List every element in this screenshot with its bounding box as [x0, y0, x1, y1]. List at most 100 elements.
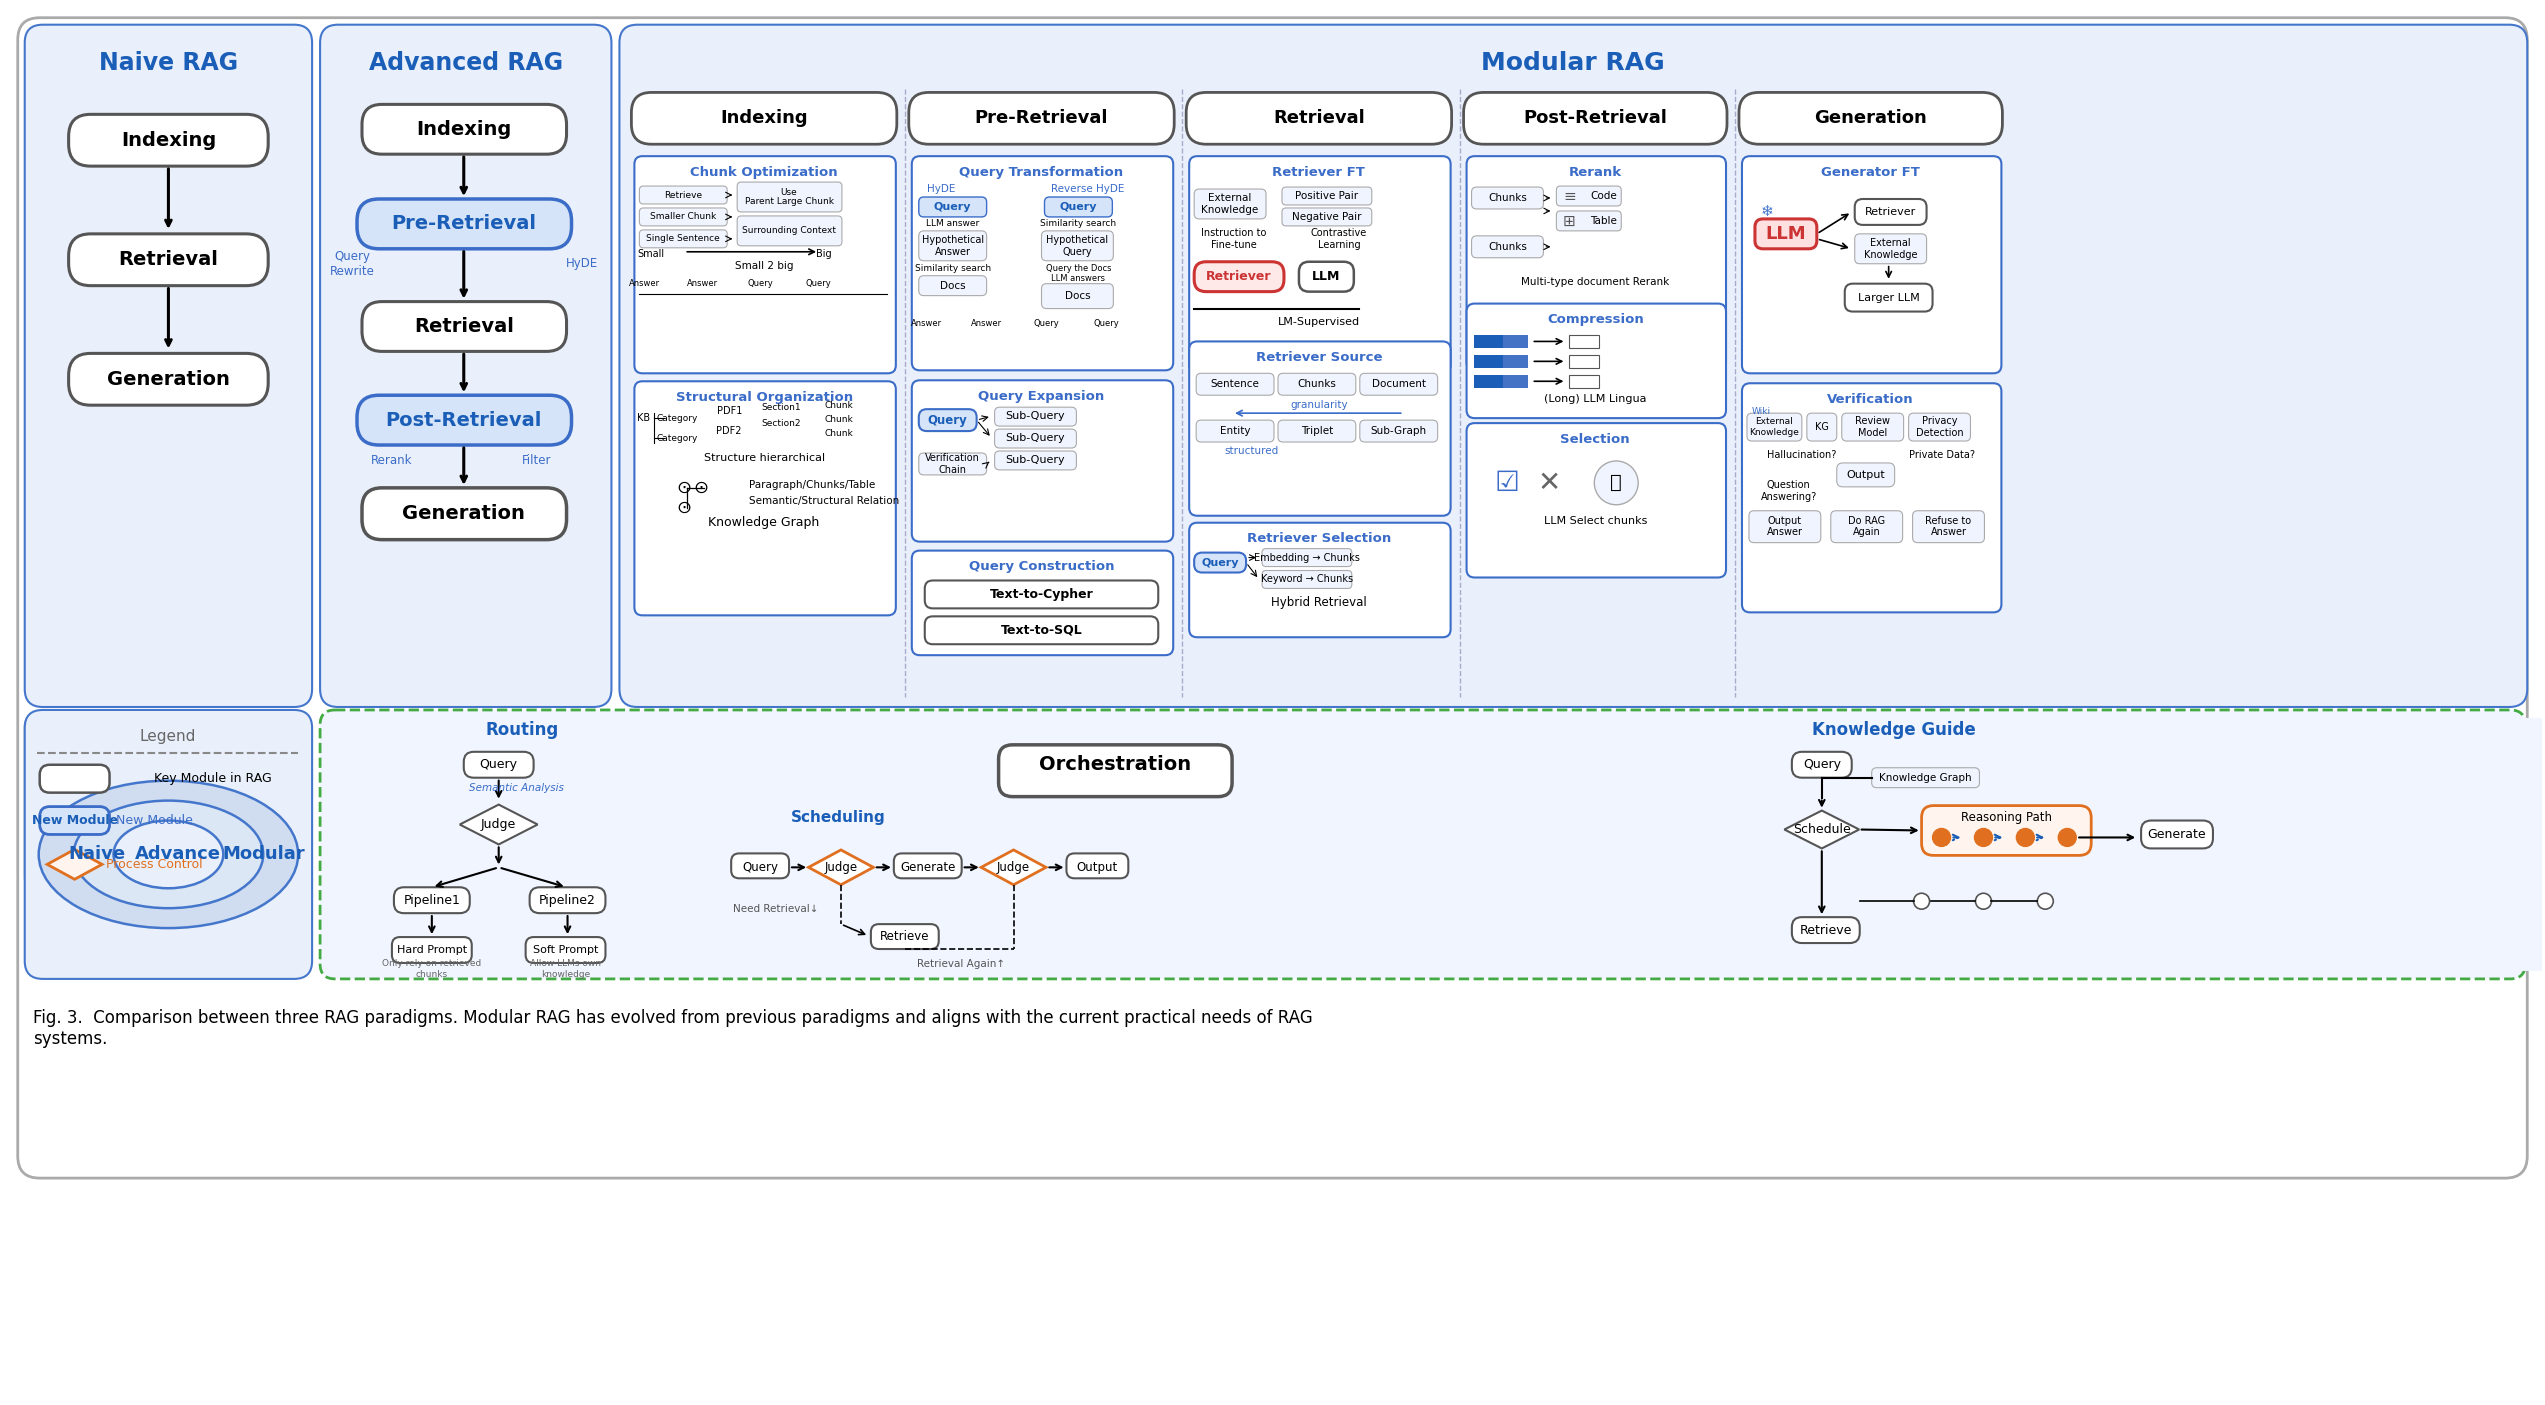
Text: Entity: Entity	[1219, 426, 1250, 436]
Text: Refuse to
Answer: Refuse to Answer	[1927, 516, 1972, 538]
FancyBboxPatch shape	[328, 718, 718, 971]
Text: Answer: Answer	[629, 280, 659, 288]
FancyBboxPatch shape	[1558, 185, 1621, 207]
Text: External
Knowledge: External Knowledge	[1863, 237, 1916, 260]
Text: Similarity search: Similarity search	[1041, 219, 1117, 229]
FancyBboxPatch shape	[1043, 197, 1112, 216]
Circle shape	[1593, 461, 1639, 504]
FancyBboxPatch shape	[1843, 413, 1904, 441]
Text: External
Knowledge: External Knowledge	[1201, 192, 1260, 215]
Text: LLM Select chunks: LLM Select chunks	[1545, 516, 1647, 525]
Text: KG: KG	[1815, 422, 1830, 433]
FancyBboxPatch shape	[924, 580, 1158, 608]
FancyBboxPatch shape	[919, 275, 987, 295]
Text: Selection: Selection	[1560, 433, 1631, 445]
Text: Retrieval: Retrieval	[120, 250, 219, 270]
Text: Hallucination?: Hallucination?	[1766, 450, 1837, 459]
FancyBboxPatch shape	[1855, 233, 1927, 264]
FancyBboxPatch shape	[1041, 230, 1112, 261]
Text: (Long) LLM Lingua: (Long) LLM Lingua	[1545, 395, 1647, 405]
FancyBboxPatch shape	[1196, 420, 1275, 443]
Bar	[1474, 336, 1504, 348]
FancyBboxPatch shape	[1278, 420, 1356, 443]
FancyBboxPatch shape	[618, 25, 2527, 707]
Text: Sub-Graph: Sub-Graph	[1372, 426, 1428, 436]
Text: ⊙: ⊙	[677, 499, 692, 517]
FancyBboxPatch shape	[41, 764, 109, 792]
Text: Modular: Modular	[221, 846, 305, 864]
FancyBboxPatch shape	[463, 752, 534, 778]
FancyBboxPatch shape	[893, 853, 962, 878]
Text: Chunks: Chunks	[1298, 379, 1336, 389]
Bar	[1474, 355, 1504, 368]
Text: Private Data?: Private Data?	[1909, 450, 1975, 459]
FancyBboxPatch shape	[1471, 187, 1542, 209]
Ellipse shape	[115, 821, 224, 888]
Polygon shape	[982, 850, 1046, 885]
Text: Structural Organization: Structural Organization	[674, 391, 853, 403]
Text: Indexing: Indexing	[720, 110, 807, 128]
Text: Pipeline1: Pipeline1	[405, 894, 461, 906]
Text: Big: Big	[817, 249, 832, 259]
FancyBboxPatch shape	[1792, 917, 1860, 943]
FancyBboxPatch shape	[1746, 413, 1802, 441]
FancyBboxPatch shape	[1741, 156, 2000, 374]
Text: Compression: Compression	[1547, 313, 1644, 326]
Text: Do RAG
Again: Do RAG Again	[1848, 516, 1886, 538]
FancyBboxPatch shape	[730, 853, 789, 878]
FancyBboxPatch shape	[911, 551, 1173, 655]
Text: Advanced RAG: Advanced RAG	[369, 51, 562, 74]
Text: Generation: Generation	[1815, 110, 1927, 128]
Text: Generator FT: Generator FT	[1822, 166, 1919, 178]
Text: Structure hierarchical: Structure hierarchical	[702, 452, 825, 464]
Text: Judge: Judge	[998, 861, 1031, 874]
FancyBboxPatch shape	[1741, 384, 2000, 613]
FancyBboxPatch shape	[1066, 853, 1127, 878]
Text: Modular RAG: Modular RAG	[1481, 51, 1664, 74]
Text: Sentence: Sentence	[1211, 379, 1260, 389]
FancyBboxPatch shape	[527, 937, 606, 962]
Text: Retrieval: Retrieval	[415, 318, 514, 336]
Text: Sub-Query: Sub-Query	[1005, 455, 1066, 465]
FancyBboxPatch shape	[995, 407, 1077, 426]
FancyBboxPatch shape	[529, 888, 606, 913]
FancyBboxPatch shape	[924, 617, 1158, 645]
Text: Smaller Chunk: Smaller Chunk	[649, 212, 715, 222]
FancyBboxPatch shape	[911, 156, 1173, 371]
Bar	[1570, 355, 1598, 368]
FancyBboxPatch shape	[919, 409, 977, 431]
FancyBboxPatch shape	[1041, 284, 1112, 309]
Text: PDF2: PDF2	[718, 426, 743, 436]
FancyBboxPatch shape	[639, 230, 728, 247]
Circle shape	[2059, 829, 2077, 846]
Text: Section1: Section1	[761, 403, 802, 412]
Text: ☑: ☑	[1494, 469, 1519, 497]
FancyBboxPatch shape	[634, 381, 896, 615]
Circle shape	[1932, 829, 1949, 846]
FancyBboxPatch shape	[1921, 805, 2092, 856]
FancyBboxPatch shape	[1262, 570, 1351, 589]
Text: Larger LLM: Larger LLM	[1858, 292, 1919, 302]
FancyBboxPatch shape	[1466, 156, 1726, 371]
Text: ≡: ≡	[1563, 188, 1575, 204]
FancyBboxPatch shape	[1792, 752, 1853, 778]
FancyBboxPatch shape	[69, 354, 267, 405]
Text: LLM: LLM	[1766, 225, 1807, 243]
FancyBboxPatch shape	[1837, 464, 1893, 488]
Bar	[1570, 375, 1598, 388]
Text: Answer: Answer	[687, 280, 718, 288]
Text: Privacy
Detection: Privacy Detection	[1916, 416, 1962, 438]
Text: HyDE: HyDE	[565, 257, 598, 270]
Text: Retriever FT: Retriever FT	[1272, 166, 1364, 178]
Text: Pre-Retrieval: Pre-Retrieval	[975, 110, 1107, 128]
FancyBboxPatch shape	[321, 25, 611, 707]
FancyBboxPatch shape	[870, 924, 939, 948]
Polygon shape	[1784, 811, 1860, 849]
Polygon shape	[461, 805, 537, 844]
FancyBboxPatch shape	[1283, 187, 1372, 205]
Text: Reverse HyDE: Reverse HyDE	[1051, 184, 1125, 194]
FancyBboxPatch shape	[634, 156, 896, 374]
Text: Code: Code	[1591, 191, 1616, 201]
Text: External
Knowledge: External Knowledge	[1748, 417, 1799, 437]
FancyBboxPatch shape	[1194, 190, 1265, 219]
